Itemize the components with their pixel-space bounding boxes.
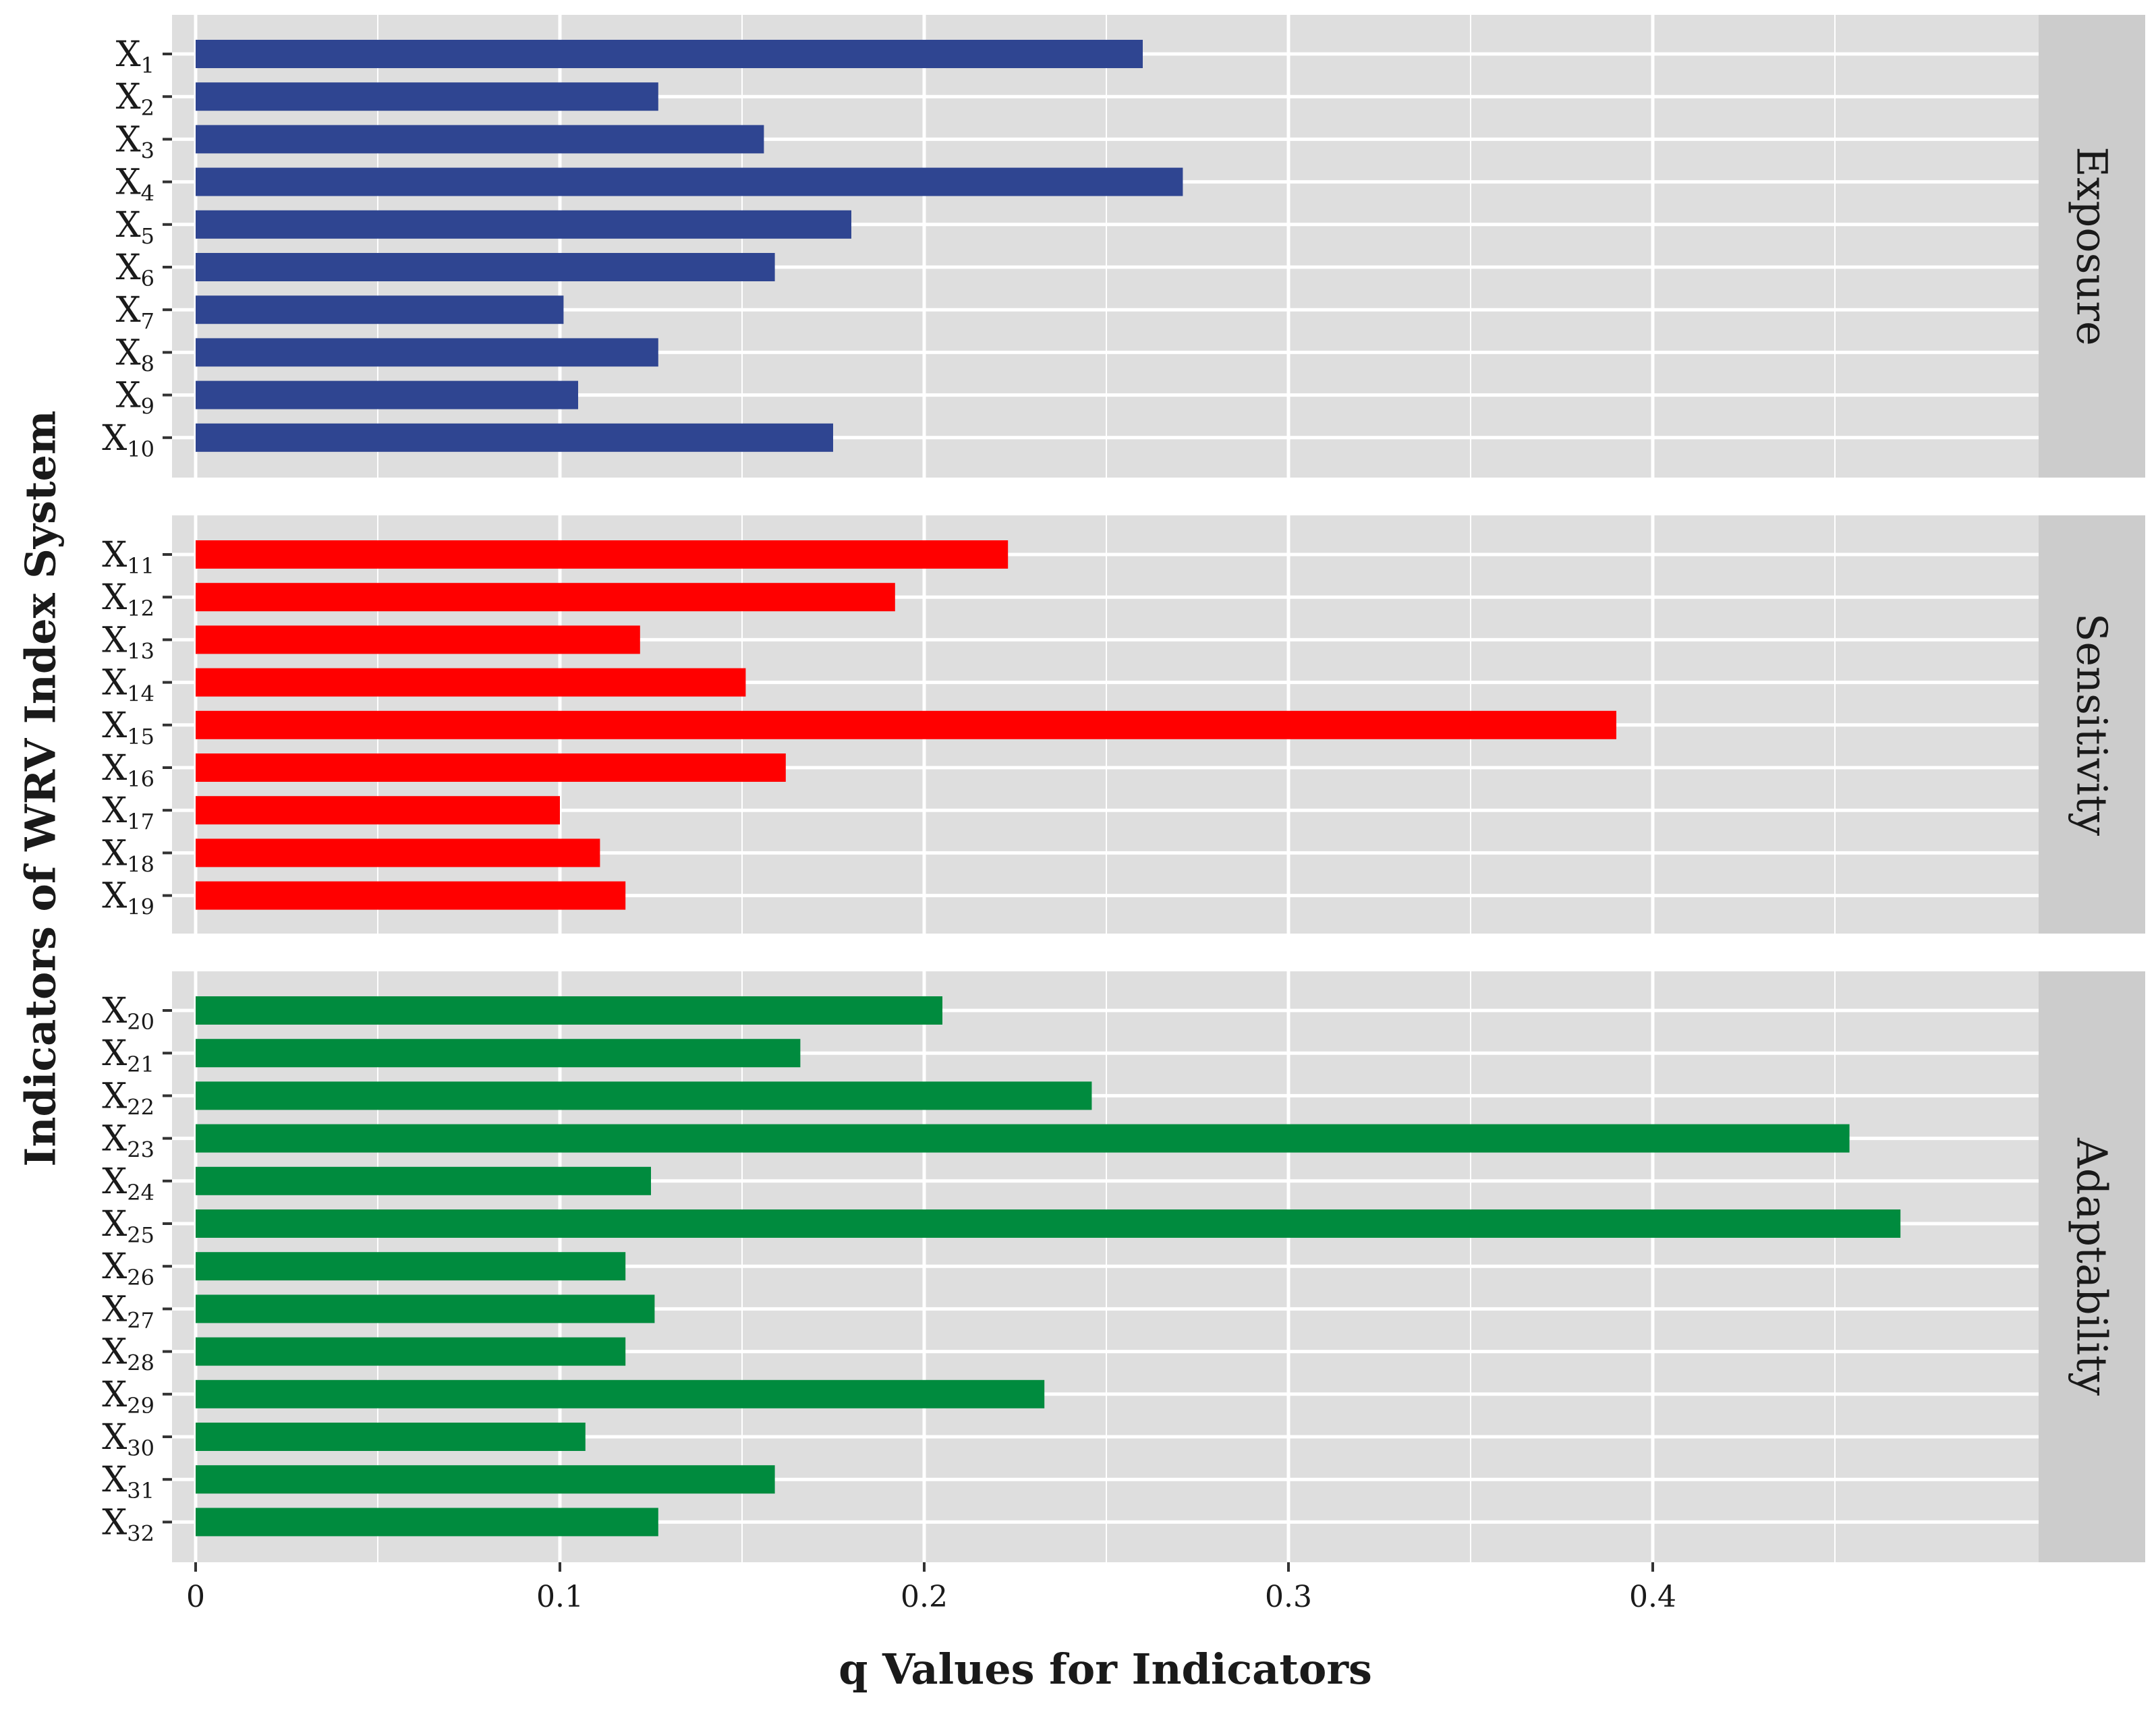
bar-x23 [196, 1124, 1850, 1153]
y-tick-label: X30 [102, 1417, 154, 1461]
y-tick-label: X27 [102, 1289, 154, 1333]
bar-x31 [196, 1465, 775, 1494]
y-tick-label: X32 [102, 1502, 154, 1546]
bar-x27 [196, 1294, 655, 1323]
y-tick-label: X18 [102, 833, 154, 877]
y-tick-label: X29 [102, 1375, 154, 1419]
bar-x30 [196, 1423, 586, 1451]
bar-x11 [196, 540, 1009, 569]
bar-x13 [196, 625, 640, 654]
y-tick-label: X12 [102, 577, 154, 621]
y-tick-label: X17 [102, 791, 154, 834]
bar-x3 [196, 125, 764, 154]
y-tick-label: X20 [102, 991, 154, 1035]
y-tick-label: X23 [102, 1119, 154, 1163]
bar-x26 [196, 1252, 626, 1281]
bar-x18 [196, 838, 600, 867]
bar-x16 [196, 753, 786, 782]
y-tick-label: X19 [102, 876, 154, 920]
x-tick-label: 0.4 [1629, 1580, 1676, 1614]
y-tick-label: X8 [116, 333, 154, 376]
y-tick-label: X25 [102, 1204, 154, 1248]
bar-x32 [196, 1508, 658, 1537]
bar-x28 [196, 1337, 626, 1366]
y-tick-label: X2 [116, 77, 154, 121]
x-tick-label: 0 [186, 1580, 205, 1614]
y-tick-label: X11 [102, 535, 154, 579]
bar-x5 [196, 210, 851, 239]
y-tick-label: X24 [102, 1162, 154, 1205]
y-tick-label: X22 [102, 1076, 154, 1120]
y-tick-label: X1 [116, 34, 154, 78]
y-tick-label: X13 [102, 620, 154, 664]
y-tick-label: X6 [116, 248, 154, 291]
bar-x19 [196, 881, 626, 910]
x-axis-title: q Values for Indicators [839, 1645, 1372, 1694]
facet-strip-label: Sensitivity [2068, 613, 2117, 836]
y-tick-label: X31 [102, 1460, 154, 1504]
bar-x9 [196, 380, 578, 409]
bar-x2 [196, 82, 658, 111]
y-tick-label: X9 [116, 376, 154, 420]
y-tick-label: X5 [116, 205, 154, 249]
y-tick-label: X21 [102, 1033, 154, 1077]
bar-x17 [196, 796, 560, 825]
bar-x21 [196, 1039, 801, 1068]
y-axis-title: Indicators of WRV Index System [16, 410, 65, 1166]
bar-x22 [196, 1081, 1092, 1110]
y-tick-label: X10 [102, 418, 154, 462]
bar-x7 [196, 295, 564, 324]
bar-x1 [196, 40, 1143, 68]
facet-strip [2039, 515, 2145, 934]
x-tick-label: 0.2 [901, 1580, 948, 1614]
bar-x15 [196, 710, 1616, 739]
bar-x6 [196, 253, 775, 281]
bar-x24 [196, 1166, 651, 1195]
bar-x29 [196, 1379, 1045, 1408]
y-tick-label: X26 [102, 1247, 154, 1290]
y-tick-label: X4 [116, 163, 154, 206]
facet-strip [2039, 15, 2145, 478]
facet-strip-label: Adaptability [2068, 1137, 2117, 1396]
bar-x10 [196, 423, 833, 452]
bar-x25 [196, 1209, 1901, 1238]
bar-x8 [196, 338, 658, 367]
facet-strip [2039, 971, 2145, 1562]
y-tick-label: X28 [102, 1332, 154, 1376]
facet-strip-label: Exposure [2068, 146, 2117, 345]
y-tick-label: X3 [116, 119, 154, 163]
bar-x12 [196, 583, 895, 612]
y-tick-label: X16 [102, 748, 154, 792]
bar-x4 [196, 167, 1183, 196]
y-tick-label: X15 [102, 706, 154, 749]
x-tick-label: 0.3 [1265, 1580, 1312, 1614]
bar-x20 [196, 996, 942, 1025]
bar-x14 [196, 668, 746, 697]
x-tick-label: 0.1 [536, 1580, 584, 1614]
y-tick-label: X14 [102, 663, 154, 707]
y-tick-label: X7 [116, 290, 154, 334]
